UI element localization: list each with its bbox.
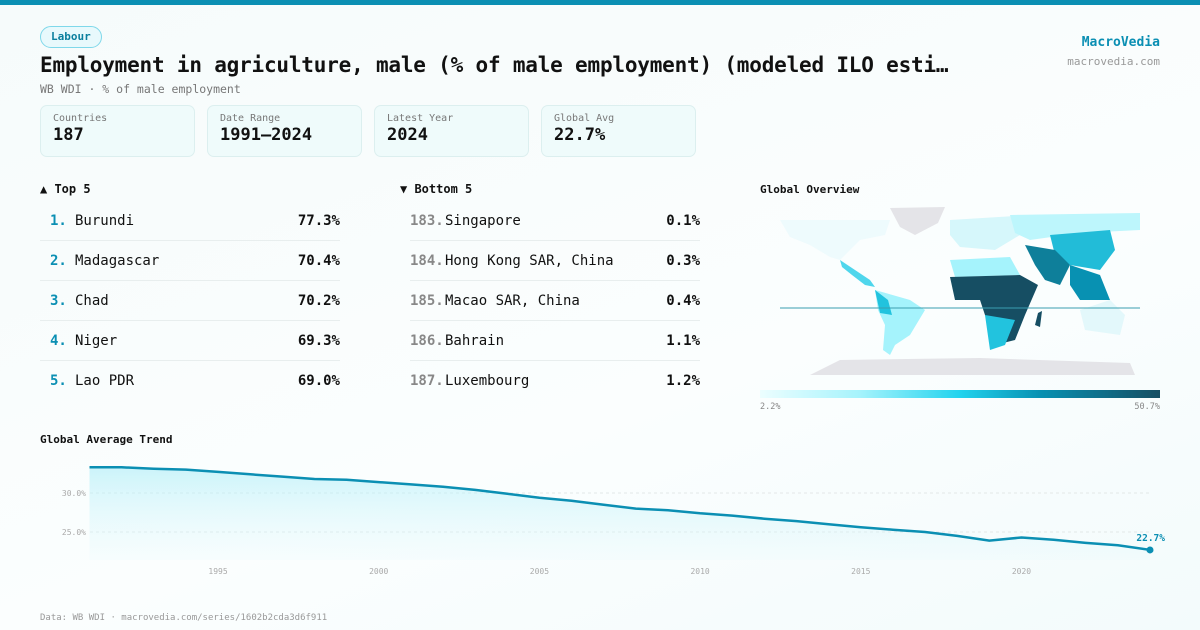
- category-tag[interactable]: Labour: [40, 26, 102, 48]
- rank: 3.: [50, 292, 67, 309]
- stat-global-avg: Global Avg 22.7%: [541, 105, 696, 157]
- x-tick-label: 2000: [369, 567, 388, 576]
- southern-africa: [985, 315, 1015, 350]
- legend-min: 2.2%: [760, 402, 781, 412]
- stat-latest-year: Latest Year 2024: [374, 105, 529, 157]
- stat-label: Countries: [53, 113, 108, 124]
- list-item[interactable]: 183. Singapore 0.1%: [410, 201, 700, 241]
- southeast-asia: [1070, 265, 1110, 300]
- andes: [875, 290, 892, 315]
- country-name: Chad: [75, 292, 109, 309]
- page-subtitle: WB WDI · % of male employment: [40, 82, 241, 96]
- country-name: Singapore: [445, 212, 521, 229]
- rank: 2.: [50, 252, 67, 269]
- rank: 1.: [50, 212, 67, 229]
- country-value: 69.0%: [297, 373, 340, 389]
- antarctica: [810, 358, 1135, 375]
- stat-value: 22.7%: [554, 125, 606, 145]
- rank: 183.: [410, 212, 444, 229]
- stat-countries: Countries 187: [40, 105, 195, 157]
- country-value: 0.3%: [666, 252, 700, 269]
- data-point: [1146, 546, 1154, 554]
- brand-url[interactable]: macrovedia.com: [1067, 55, 1160, 68]
- rank: 4.: [50, 332, 67, 349]
- stat-label: Date Range: [220, 113, 281, 124]
- bottom5-heading: ▼ Bottom 5: [400, 182, 473, 196]
- country-name: Bahrain: [445, 332, 505, 349]
- trend-line: [89, 466, 1151, 552]
- country-value: 0.1%: [666, 212, 700, 229]
- y-tick-label: 30.0%: [62, 489, 86, 498]
- color-scale-legend: [760, 390, 1160, 398]
- x-tick-label: 2005: [530, 567, 549, 576]
- australia: [1080, 300, 1125, 335]
- country-name: Lao PDR: [75, 373, 135, 389]
- footer-source: Data: WB WDI · macrovedia.com/series/160…: [40, 613, 328, 623]
- stat-date-range: Date Range 1991–2024: [207, 105, 362, 157]
- country-value: 1.2%: [666, 373, 700, 389]
- country-name: Luxembourg: [445, 373, 530, 389]
- country-value: 0.4%: [666, 292, 700, 309]
- world-map[interactable]: [780, 205, 1140, 377]
- country-name: Macao SAR, China: [445, 292, 580, 309]
- top5-heading: ▲ Top 5: [40, 182, 91, 196]
- country-name: Burundi: [75, 212, 135, 229]
- brand-logo[interactable]: MacroVedia: [1081, 35, 1160, 50]
- trend-heading: Global Average Trend: [40, 433, 173, 446]
- greenland: [890, 207, 945, 235]
- central-america: [840, 260, 875, 287]
- list-item[interactable]: 2. Madagascar 70.4%: [40, 241, 340, 281]
- map-heading: Global Overview: [760, 183, 860, 196]
- list-item[interactable]: 4. Niger 69.3%: [40, 321, 340, 361]
- list-item[interactable]: 186. Bahrain 1.1%: [410, 321, 700, 361]
- trend-area: [89, 467, 1150, 560]
- rank: 184.: [410, 252, 444, 269]
- stat-value: 187: [53, 125, 84, 145]
- stat-label: Global Avg: [554, 113, 615, 124]
- country-value: 70.2%: [297, 292, 340, 309]
- country-value: 70.4%: [297, 252, 340, 269]
- x-tick-label: 2020: [1012, 567, 1031, 576]
- y-tick-label: 25.0%: [62, 528, 86, 537]
- stat-label: Latest Year: [387, 113, 454, 124]
- north-africa: [950, 257, 1020, 277]
- page-title: Employment in agriculture, male (% of ma…: [40, 53, 949, 77]
- north-america: [780, 220, 890, 260]
- china: [1050, 230, 1115, 270]
- south-asia: [1025, 245, 1070, 285]
- rank: 187.: [410, 373, 444, 389]
- country-value: 1.1%: [666, 332, 700, 349]
- list-item[interactable]: 187. Luxembourg 1.2%: [410, 361, 700, 401]
- top5-list: 1. Burundi 77.3% 2. Madagascar 70.4% 3. Chad 70.…: [40, 201, 340, 401]
- country-value: 77.3%: [297, 212, 340, 229]
- x-tick-label: 1995: [208, 567, 227, 576]
- x-tick-label: 2015: [851, 567, 870, 576]
- rank: 186.: [410, 332, 444, 349]
- list-item[interactable]: 5. Lao PDR 69.0%: [40, 361, 340, 401]
- trend-chart[interactable]: 25.0% 30.0% 1995 2000 2005 2010 2015 2020 22.7%: [0, 450, 1200, 585]
- russia-central-asia: [1010, 213, 1140, 240]
- europe: [950, 215, 1030, 250]
- sub-saharan-africa: [950, 275, 1038, 345]
- list-item[interactable]: 185. Macao SAR, China 0.4%: [410, 281, 700, 321]
- madagascar: [1035, 311, 1042, 327]
- country-value: 69.3%: [297, 332, 340, 349]
- bottom5-list: 183. Singapore 0.1% 184. Hong Kong SAR, Chin…: [410, 201, 700, 401]
- country-name: Madagascar: [75, 252, 160, 269]
- list-item[interactable]: 1. Burundi 77.3%: [40, 201, 340, 241]
- top-accent-bar: [0, 0, 1200, 5]
- rank: 5.: [50, 373, 67, 389]
- list-item[interactable]: 184. Hong Kong SAR, China 0.3%: [410, 241, 700, 281]
- stat-value: 2024: [387, 125, 428, 145]
- country-name: Niger: [75, 332, 118, 349]
- stat-value: 1991–2024: [220, 125, 313, 145]
- legend-max: 50.7%: [1134, 402, 1160, 412]
- list-item[interactable]: 3. Chad 70.2%: [40, 281, 340, 321]
- last-value-label: 22.7%: [1136, 533, 1165, 544]
- country-name: Hong Kong SAR, China: [445, 252, 614, 269]
- rank: 185.: [410, 292, 444, 309]
- x-tick-label: 2010: [690, 567, 709, 576]
